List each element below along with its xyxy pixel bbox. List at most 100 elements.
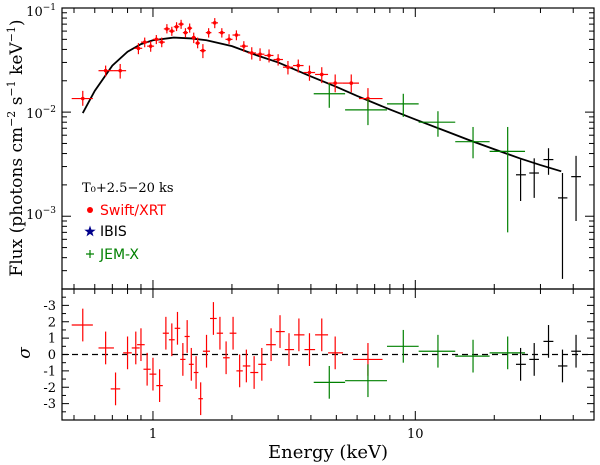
swift-xrt-data-point (134, 43, 143, 55)
point-marker (148, 44, 153, 48)
swift-xrt-residual (275, 315, 285, 348)
swift-xrt-data-point (113, 63, 127, 79)
swift-xrt-residual (98, 331, 114, 365)
swift-xrt-residual (110, 372, 121, 406)
point-marker (170, 29, 174, 33)
legend-swift-label: Swift/XRT (100, 203, 166, 219)
flux-axis-label: Flux (photons cm−2 s−1 keV−1) (5, 19, 27, 276)
swift-xrt-residual (328, 336, 343, 370)
swift-xrt-residual (137, 328, 145, 362)
x-tick-label: 10 (407, 427, 424, 442)
ibis-residual (529, 343, 539, 376)
swift-xrt-data-point (98, 65, 114, 77)
jem-x-data-point (313, 83, 346, 108)
point-marker (183, 30, 188, 35)
point-marker (154, 37, 159, 42)
point-marker (174, 24, 179, 29)
point-marker (80, 96, 85, 101)
swift-xrt-data-point (147, 41, 155, 52)
swift-xrt-residual (174, 311, 181, 345)
ibis-data-point (543, 148, 554, 175)
point-marker (103, 68, 108, 73)
sigma-tick-label: 2 (48, 315, 56, 330)
swift-xrt-data-point (264, 49, 274, 63)
ibis-data-point (529, 158, 539, 198)
point-marker (234, 33, 239, 37)
jem-x-data-point (489, 126, 526, 233)
swift-xrt-residual (304, 333, 316, 366)
swift-xrt-data-point (140, 37, 149, 48)
x-tick-label: 1 (149, 427, 157, 442)
jem-x-residual (489, 336, 526, 370)
point-marker (136, 46, 141, 51)
legend-jemx-plus-icon (86, 250, 94, 258)
swift-xrt-residual (266, 328, 276, 362)
point-marker (242, 44, 246, 48)
point-marker (258, 52, 262, 56)
sigma-tick-label: -1 (43, 364, 56, 379)
swift-xrt-residual (193, 356, 199, 389)
jem-x-residual (455, 339, 490, 373)
point-marker (307, 70, 312, 75)
point-marker (227, 37, 231, 42)
swift-xrt-residual (71, 308, 93, 342)
residual-panel-plot-area (62, 302, 594, 416)
swift-xrt-data-point (71, 90, 93, 106)
ibis-residual (543, 325, 554, 358)
swift-xrt-residual (202, 334, 211, 368)
point-marker (212, 21, 217, 25)
jem-x-data-point (345, 98, 387, 126)
swift-xrt-data-point (152, 35, 160, 45)
point-marker (267, 53, 271, 58)
ibis-data-point (515, 159, 526, 202)
swift-xrt-data-point (187, 23, 193, 33)
sigma-tick-label: -3 (43, 299, 56, 314)
residual-panel-ticks (62, 289, 594, 420)
swift-xrt-residual (294, 318, 305, 352)
swift-xrt-residual (284, 333, 295, 366)
ibis-residual (558, 349, 568, 383)
swift-xrt-data-point (178, 19, 184, 29)
ibis-residual (515, 347, 526, 381)
swift-xrt-residual (149, 357, 157, 391)
swift-xrt-residual (198, 382, 203, 416)
swift-xrt-data-point (342, 74, 359, 93)
swift-xrt-data-point (247, 47, 256, 60)
legend-jemx-label: JEM-X (99, 247, 139, 263)
y-tick-label-1e-1: 10−1 (26, 3, 56, 20)
x-tick-labels: 1 10 (149, 427, 424, 442)
swift-xrt-residual (216, 316, 224, 350)
point-marker (159, 40, 164, 44)
swift-xrt-data-point (303, 65, 316, 81)
swift-xrt-data-point (315, 67, 329, 84)
swift-xrt-residual (180, 343, 186, 376)
ibis-residual (571, 334, 581, 368)
point-marker (195, 41, 200, 45)
jem-x-data-point (455, 126, 490, 159)
flux-panel: 10−1 10−2 10−3 Flux (photons cm−2 s−1 ke… (5, 3, 595, 290)
sigma-axis-label: σ (15, 347, 35, 359)
legend: T₀+2.5−20 ks Swift/XRT IBIS JEM-X (82, 181, 174, 263)
point-marker (187, 26, 192, 30)
swift-xrt-data-point (195, 37, 200, 49)
jem-x-residual (313, 365, 346, 399)
swift-xrt-residual (315, 318, 329, 352)
swift-xrt-residual (258, 347, 267, 381)
swift-xrt-data-point (199, 44, 206, 59)
sigma-tick-label: -2 (43, 381, 56, 396)
swift-xrt-residual (236, 354, 243, 388)
swift-xrt-residual (123, 336, 132, 370)
energy-axis-label: Energy (keV) (268, 442, 388, 463)
point-marker (296, 63, 301, 68)
swift-xrt-data-point (273, 54, 283, 66)
ibis-data-point (558, 173, 568, 279)
point-marker (142, 40, 147, 44)
point-marker (319, 72, 324, 77)
jem-x-residual (418, 334, 456, 368)
jem-x-data-point (386, 93, 419, 117)
swift-xrt-data-point (225, 34, 233, 45)
